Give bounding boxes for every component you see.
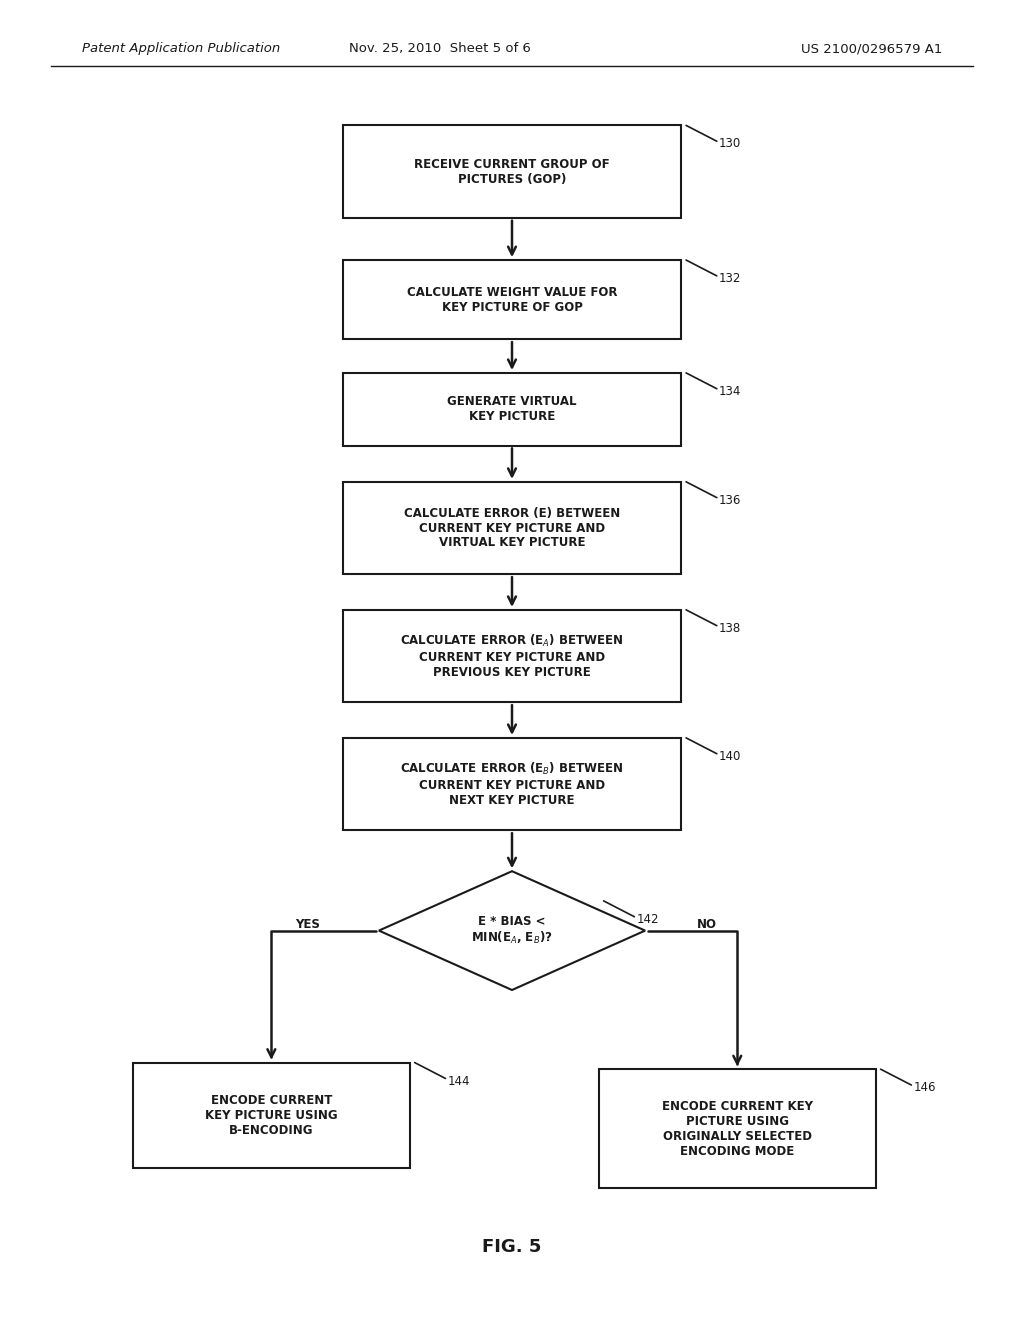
Text: 132: 132 <box>719 272 741 285</box>
Text: 146: 146 <box>913 1081 936 1094</box>
Text: 142: 142 <box>637 913 658 925</box>
Text: 144: 144 <box>447 1074 470 1088</box>
Bar <box>343 125 681 218</box>
Text: GENERATE VIRTUAL
KEY PICTURE: GENERATE VIRTUAL KEY PICTURE <box>447 395 577 424</box>
Text: 136: 136 <box>719 494 741 507</box>
Text: YES: YES <box>295 917 319 931</box>
Text: 134: 134 <box>719 385 741 397</box>
Text: 140: 140 <box>719 750 741 763</box>
Bar <box>599 1069 876 1188</box>
Text: 138: 138 <box>719 622 741 635</box>
Bar <box>133 1063 410 1168</box>
Text: E * BIAS <
MIN(E$_A$, E$_B$)?: E * BIAS < MIN(E$_A$, E$_B$)? <box>471 915 553 946</box>
Text: CALCULATE ERROR (E$_A$) BETWEEN
CURRENT KEY PICTURE AND
PREVIOUS KEY PICTURE: CALCULATE ERROR (E$_A$) BETWEEN CURRENT … <box>400 634 624 678</box>
Polygon shape <box>379 871 645 990</box>
Text: CALCULATE WEIGHT VALUE FOR
KEY PICTURE OF GOP: CALCULATE WEIGHT VALUE FOR KEY PICTURE O… <box>407 285 617 314</box>
Text: CALCULATE ERROR (E$_B$) BETWEEN
CURRENT KEY PICTURE AND
NEXT KEY PICTURE: CALCULATE ERROR (E$_B$) BETWEEN CURRENT … <box>400 762 624 807</box>
Bar <box>343 610 681 702</box>
Text: Nov. 25, 2010  Sheet 5 of 6: Nov. 25, 2010 Sheet 5 of 6 <box>349 42 531 55</box>
Bar <box>343 260 681 339</box>
Bar <box>343 738 681 830</box>
Bar <box>343 482 681 574</box>
Text: NO: NO <box>696 917 717 931</box>
Bar <box>343 372 681 446</box>
Text: FIG. 5: FIG. 5 <box>482 1238 542 1257</box>
Text: CALCULATE ERROR (E) BETWEEN
CURRENT KEY PICTURE AND
VIRTUAL KEY PICTURE: CALCULATE ERROR (E) BETWEEN CURRENT KEY … <box>403 507 621 549</box>
Text: Patent Application Publication: Patent Application Publication <box>82 42 281 55</box>
Text: 130: 130 <box>719 137 741 150</box>
Text: US 2100/0296579 A1: US 2100/0296579 A1 <box>801 42 942 55</box>
Text: ENCODE CURRENT
KEY PICTURE USING
B-ENCODING: ENCODE CURRENT KEY PICTURE USING B-ENCOD… <box>205 1094 338 1137</box>
Text: RECEIVE CURRENT GROUP OF
PICTURES (GOP): RECEIVE CURRENT GROUP OF PICTURES (GOP) <box>414 157 610 186</box>
Text: ENCODE CURRENT KEY
PICTURE USING
ORIGINALLY SELECTED
ENCODING MODE: ENCODE CURRENT KEY PICTURE USING ORIGINA… <box>662 1100 813 1158</box>
